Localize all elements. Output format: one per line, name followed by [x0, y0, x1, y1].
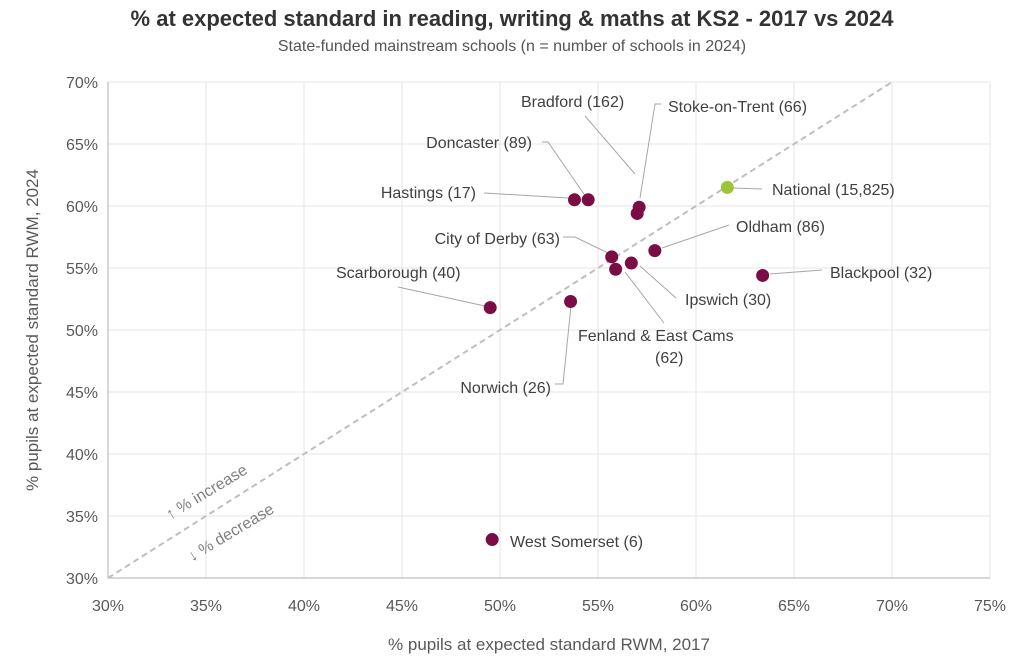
data-point — [648, 244, 662, 258]
point-label: (62) — [655, 350, 683, 367]
axes: 30% 35% 40% 45% 50% 55% 60% 65% 70% 75% 30% 35% 40% 4… — [66, 75, 1006, 615]
x-tick-label: 50% — [484, 598, 516, 615]
diagonal-reference-line — [107, 81, 893, 579]
leader-line — [639, 265, 677, 299]
x-tick-label: 45% — [386, 598, 418, 615]
data-point — [624, 256, 638, 270]
point-label: Bradford (162) — [521, 94, 624, 111]
y-tick-label: 60% — [66, 199, 98, 216]
reference-line — [107, 81, 893, 579]
leader-line — [769, 269, 823, 275]
point-label: Scarborough (40) — [336, 265, 461, 282]
x-tick-label: 70% — [876, 598, 908, 615]
increase-annotation: ↑ % increase — [163, 462, 250, 524]
y-tick-label: 50% — [66, 323, 98, 340]
point-label: Stoke-on-Trent (66) — [668, 99, 807, 116]
x-tick-label: 65% — [778, 598, 810, 615]
national-point — [720, 180, 734, 194]
data-point — [609, 262, 623, 276]
data-point — [632, 200, 646, 214]
leader-line — [555, 305, 572, 385]
data-point — [756, 268, 770, 282]
data-point — [581, 193, 595, 207]
point-label: National (15,825) — [772, 182, 895, 199]
y-tick-label: 30% — [66, 571, 98, 588]
data-point — [605, 250, 619, 264]
point-label: Oldham (86) — [736, 219, 825, 236]
point-label: City of Derby (63) — [435, 231, 560, 248]
y-tick-label: 70% — [66, 75, 98, 92]
x-tick-label: 40% — [288, 598, 320, 615]
data-point — [564, 294, 578, 308]
y-tick-label: 65% — [66, 137, 98, 154]
leader-line — [661, 224, 730, 249]
leader-line — [584, 115, 636, 175]
y-axis-title: % pupils at expected standard RWM, 2024 — [23, 169, 42, 491]
leader-line — [542, 141, 587, 198]
point-labels: Bradford (162) Stoke-on-Trent (66) Doncast… — [336, 94, 932, 551]
y-tick-label: 55% — [66, 261, 98, 278]
x-tick-label: 35% — [190, 598, 222, 615]
point-label: Ipswich (30) — [685, 292, 771, 309]
point-label: Hastings (17) — [381, 185, 476, 202]
y-tick-label: 40% — [66, 447, 98, 464]
chart-title: % at expected standard in reading, writi… — [130, 6, 894, 31]
x-tick-label: 60% — [680, 598, 712, 615]
leader-line — [563, 236, 609, 254]
point-label: Doncaster (89) — [426, 135, 532, 152]
point-label: Blackpool (32) — [830, 265, 932, 282]
point-label: West Somerset (6) — [510, 534, 643, 551]
point-label: Norwich (26) — [460, 380, 551, 397]
y-tick-label: 35% — [66, 509, 98, 526]
x-tick-label: 55% — [582, 598, 614, 615]
point-label: Fenland & East Cams — [578, 328, 734, 345]
decrease-annotation: ↓ % decrease — [185, 501, 277, 566]
x-axis-title: % pupils at expected standard RWM, 2017 — [388, 635, 710, 654]
leader-lines — [397, 103, 823, 385]
y-tick-label: 45% — [66, 385, 98, 402]
data-point — [567, 193, 581, 207]
data-point — [483, 301, 497, 315]
leader-line — [397, 286, 486, 307]
x-tick-label: 30% — [92, 598, 124, 615]
grid — [108, 81, 991, 578]
leader-line — [483, 192, 569, 199]
leader-line — [639, 103, 661, 199]
chart-subtitle: State-funded mainstream schools (n = num… — [277, 38, 747, 55]
x-tick-label: 75% — [974, 598, 1006, 615]
leader-line — [624, 271, 665, 324]
data-points — [483, 180, 770, 547]
leader-line — [732, 187, 763, 190]
data-point — [485, 533, 499, 547]
